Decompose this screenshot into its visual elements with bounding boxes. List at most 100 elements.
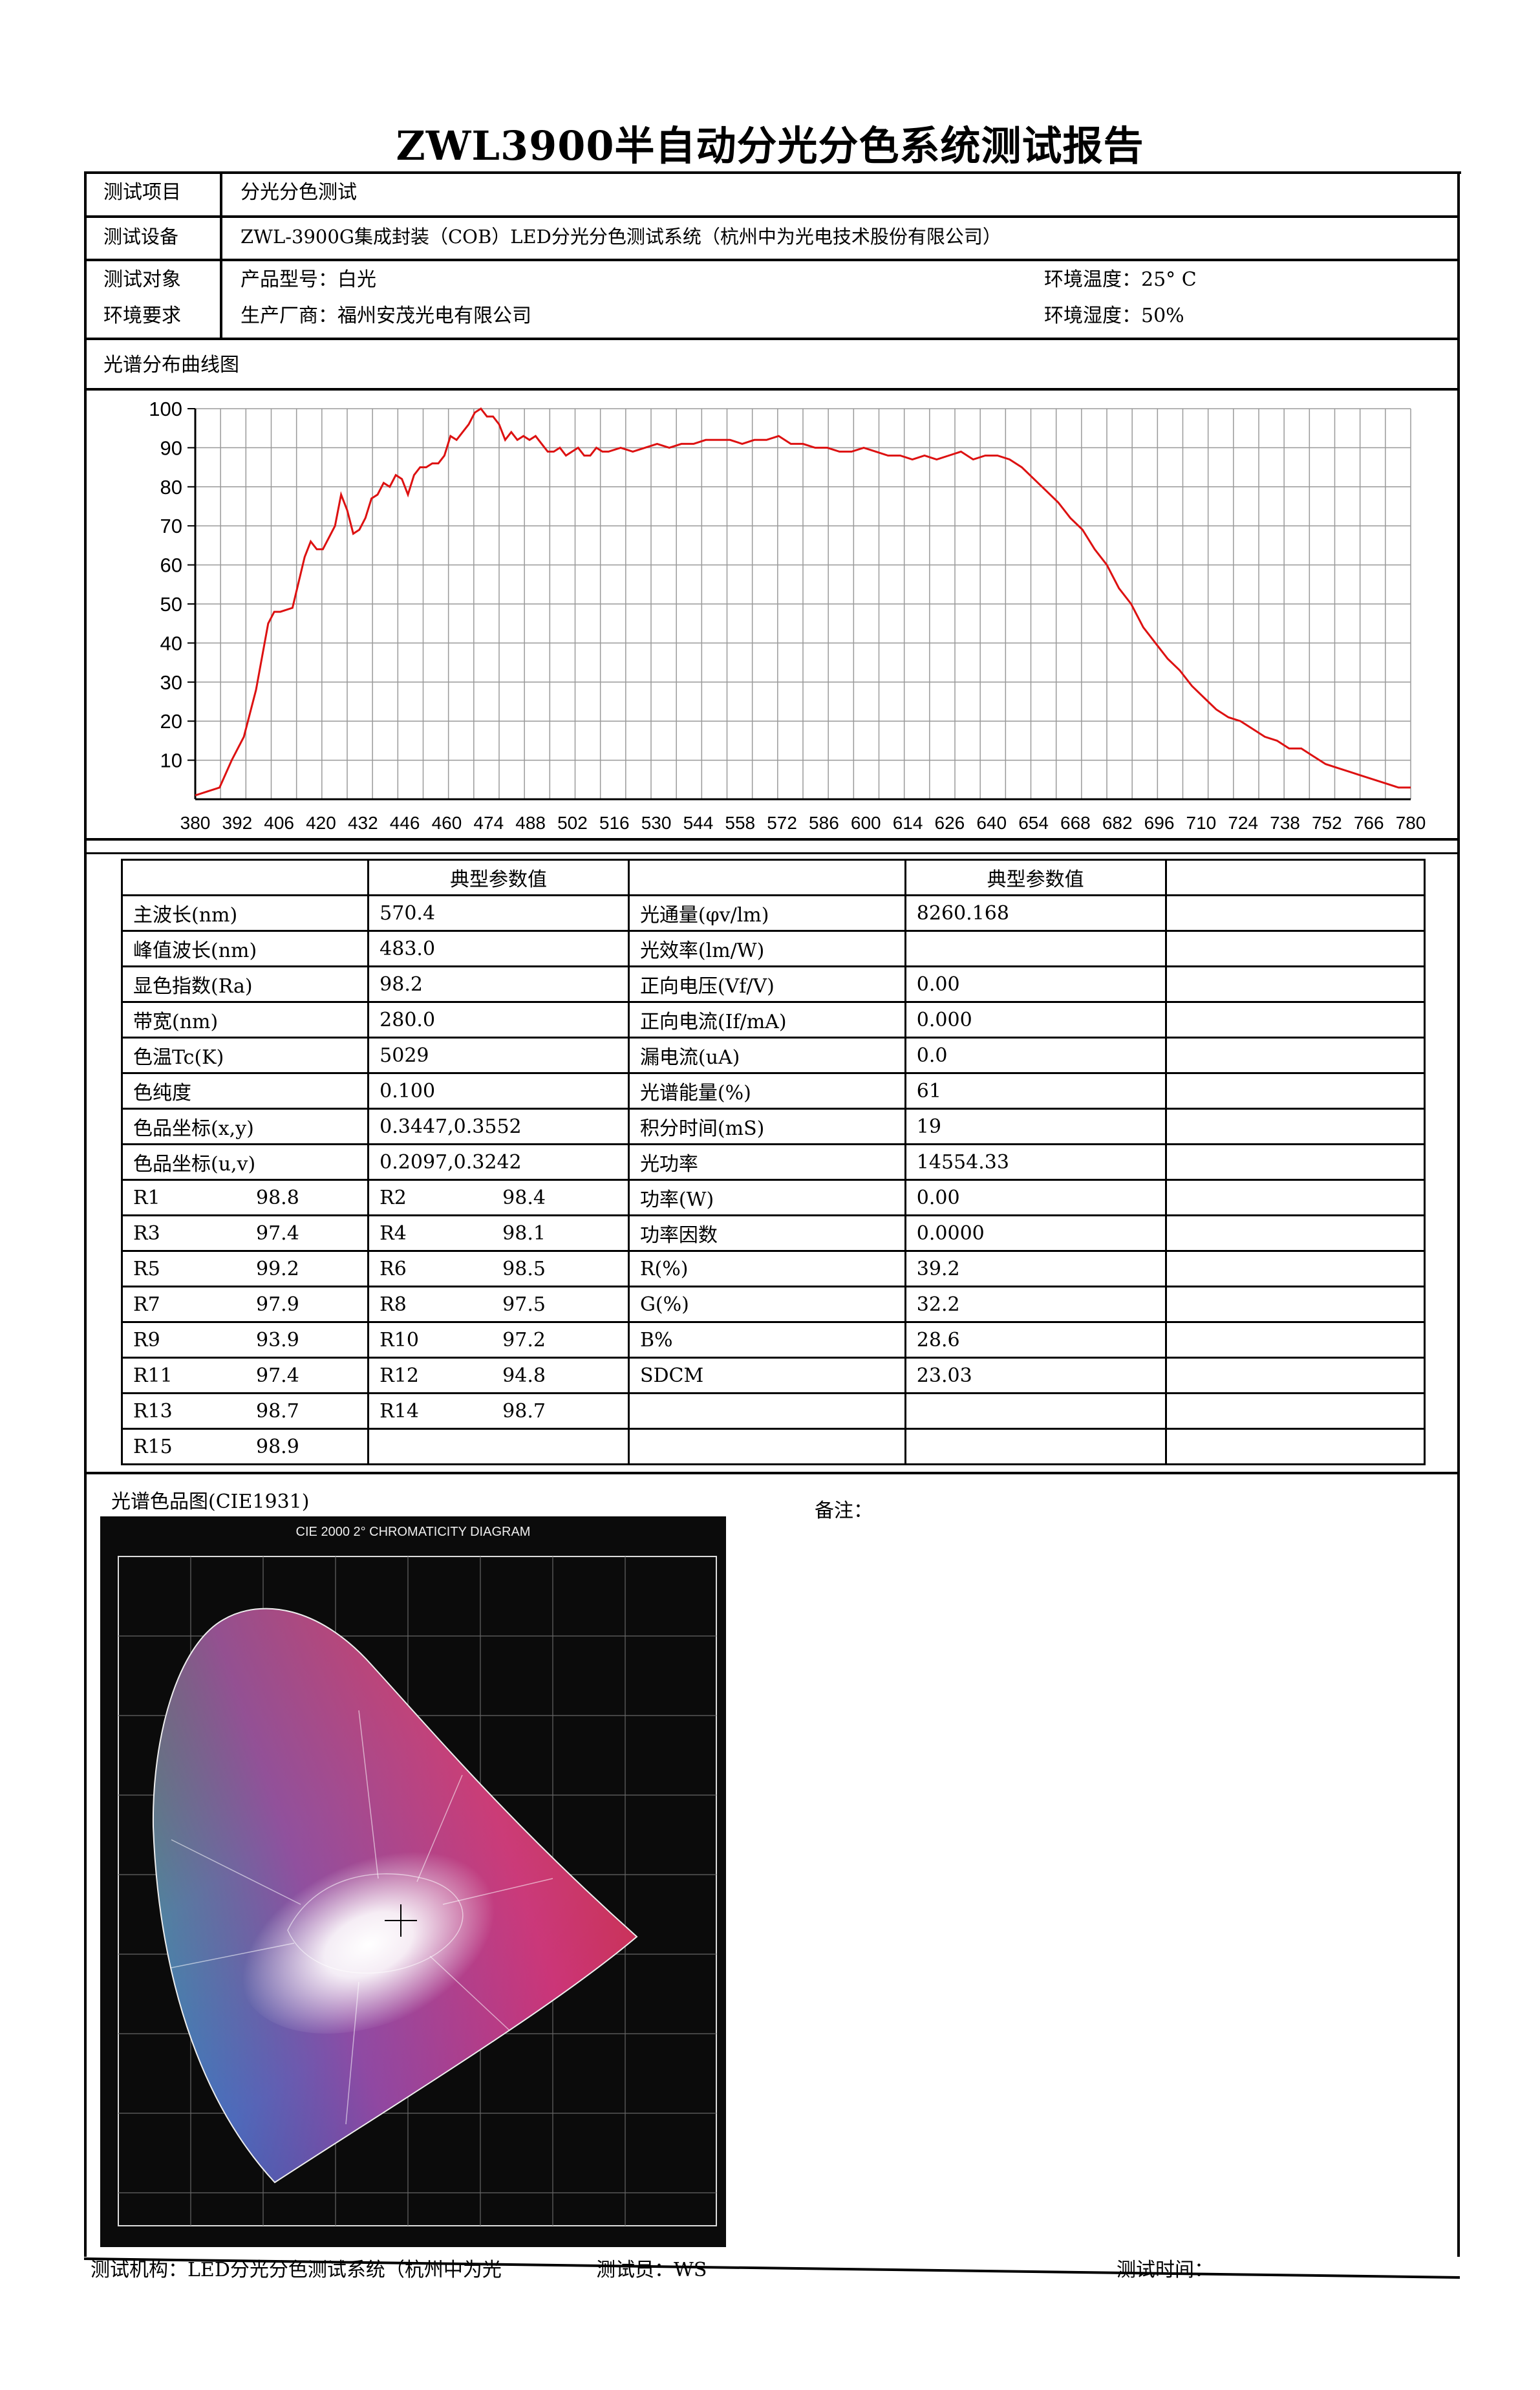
x-tick-label: 668	[1060, 813, 1091, 833]
footer-tester: 测试员：WS	[596, 2259, 707, 2281]
param-value-cell	[904, 1392, 1167, 1430]
x-tick-label: 572	[767, 813, 797, 833]
report-title: ZWL3900半自动分光分色系统测试报告	[396, 122, 1144, 169]
param-value-cell: 23.03	[904, 1357, 1167, 1394]
cri-pair-cell: R7 97.9	[120, 1286, 370, 1323]
cri-pair-cell: R1 98.8	[120, 1179, 370, 1216]
param-value-cell: 19	[904, 1108, 1167, 1145]
param-name-cell: B%	[627, 1321, 906, 1359]
humidity-value: 环境湿度：50%	[1044, 305, 1184, 327]
x-tick-label: 766	[1354, 813, 1384, 833]
cri-pair-cell: R4 98.1	[367, 1214, 630, 1252]
object-value: 产品型号：白光	[241, 268, 376, 291]
table-row: 色温Tc(K) 5029 漏电流(uA) 0.0	[120, 1037, 1426, 1074]
param-name-cell: 漏电流(uA)	[627, 1037, 906, 1074]
cri-label: R11	[133, 1364, 173, 1387]
table-header-cell	[1164, 859, 1426, 896]
table-row: R15 98.9	[120, 1428, 1426, 1465]
y-tick-label: 70	[160, 515, 182, 537]
param-name-cell: 带宽(nm)	[120, 1001, 370, 1039]
y-tick-label: 90	[160, 436, 182, 459]
cri-pair-cell: R10 97.2	[367, 1321, 630, 1359]
chart-axes	[187, 408, 1411, 801]
spectrum-series-line	[195, 407, 1411, 797]
cri-pair-cell: R3 97.4	[120, 1214, 370, 1252]
footer-rule	[84, 2257, 1460, 2279]
param-name-cell: 光效率(lm/W)	[627, 930, 906, 967]
cri-label: R2	[380, 1186, 407, 1209]
equipment-value: ZWL-3900G集成封装（COB）LED分光分色测试系统（杭州中为光电技术股份…	[241, 226, 1001, 248]
x-tick-label: 738	[1270, 813, 1300, 833]
empty-cell	[1164, 1072, 1426, 1110]
x-tick-label: 544	[683, 813, 714, 833]
cri-label: R14	[380, 1399, 419, 1423]
y-tick-label: 50	[160, 593, 182, 616]
cie-section-label: 光谱色品图(CIE1931)	[111, 1491, 310, 1513]
object-label: 测试对象	[103, 268, 181, 291]
x-tick-label: 392	[222, 813, 252, 833]
x-tick-label: 724	[1228, 813, 1258, 833]
cri-pair-cell: R5 99.2	[120, 1250, 370, 1287]
cri-label: R6	[380, 1257, 407, 1280]
param-value-cell: 0.3447,0.3552	[367, 1108, 630, 1145]
param-value-cell: 0.2097,0.3242	[367, 1143, 630, 1181]
x-tick-label: 420	[306, 813, 336, 833]
cri-pair-cell: R6 98.5	[367, 1250, 630, 1287]
param-name-cell: 积分时间(mS)	[627, 1108, 906, 1145]
param-value-cell: 98.2	[367, 965, 630, 1003]
empty-cell	[1164, 1357, 1426, 1394]
cri-value: 97.4	[256, 1222, 299, 1245]
x-tick-label: 516	[599, 813, 630, 833]
table-row: R7 97.9 R8 97.5 G(%) 32.2	[120, 1286, 1426, 1323]
x-tick-label: 586	[809, 813, 839, 833]
param-name-cell: R(%)	[627, 1250, 906, 1287]
cri-value: 98.8	[256, 1186, 299, 1209]
param-value-cell: 0.00	[904, 1179, 1167, 1216]
cri-pair-cell: R14 98.7	[367, 1392, 630, 1430]
param-value-cell: 570.4	[367, 894, 630, 932]
x-tick-label: 474	[473, 813, 504, 833]
cri-label: R13	[133, 1399, 173, 1423]
manufacturer-value: 生产厂商：福州安茂光电有限公司	[241, 305, 531, 327]
x-tick-label: 432	[348, 813, 378, 833]
param-value-cell	[904, 930, 1167, 967]
x-tick-label: 614	[893, 813, 923, 833]
param-value-cell: 0.100	[367, 1072, 630, 1110]
table-row: 带宽(nm) 280.0 正向电流(If/mA) 0.000	[120, 1001, 1426, 1039]
x-tick-label: 460	[432, 813, 462, 833]
param-name-cell: 功率(W)	[627, 1179, 906, 1216]
empty-cell	[1164, 1037, 1426, 1074]
table-row: R13 98.7 R14 98.7	[120, 1392, 1426, 1430]
param-name-cell: 光功率	[627, 1143, 906, 1181]
param-name-cell: 色温Tc(K)	[120, 1037, 370, 1074]
param-value-cell: 483.0	[367, 930, 630, 967]
cri-label: R9	[133, 1328, 160, 1351]
param-name-cell: SDCM	[627, 1357, 906, 1394]
cri-value: 98.5	[502, 1257, 546, 1280]
param-name-cell: 显色指数(Ra)	[120, 965, 370, 1003]
cri-pair-cell: R8 97.5	[367, 1286, 630, 1323]
empty-cell	[1164, 1001, 1426, 1039]
table-row: 色纯度 0.100 光谱能量(%) 61	[120, 1072, 1426, 1110]
param-value-cell: 8260.168	[904, 894, 1167, 932]
cri-pair-cell: R15 98.9	[120, 1428, 370, 1465]
cri-pair-cell: R12 94.8	[367, 1357, 630, 1394]
table-row: 色品坐标(x,y) 0.3447,0.3552 积分时间(mS) 19	[120, 1108, 1426, 1145]
param-value-cell: 280.0	[367, 1001, 630, 1039]
x-tick-label: 502	[557, 813, 588, 833]
empty-cell	[1164, 894, 1426, 932]
empty-cell	[1164, 1392, 1426, 1430]
param-name-cell	[627, 1392, 906, 1430]
x-tick-label: 406	[264, 813, 294, 833]
chart-grid	[195, 408, 1411, 799]
cri-value: 94.8	[502, 1364, 546, 1387]
cie-diagram-title: CIE 2000 2° CHROMATICITY DIAGRAM	[296, 1525, 531, 1539]
cri-value: 98.9	[256, 1435, 299, 1458]
equipment-label: 测试设备	[103, 226, 179, 248]
y-tick-label: 60	[160, 554, 182, 577]
param-name-cell: 功率因数	[627, 1214, 906, 1252]
empty-cell	[1164, 1143, 1426, 1181]
cri-label: R10	[380, 1328, 419, 1351]
table-row: R3 97.4 R4 98.1 功率因数 0.0000	[120, 1214, 1426, 1252]
x-tick-label: 640	[976, 813, 1007, 833]
